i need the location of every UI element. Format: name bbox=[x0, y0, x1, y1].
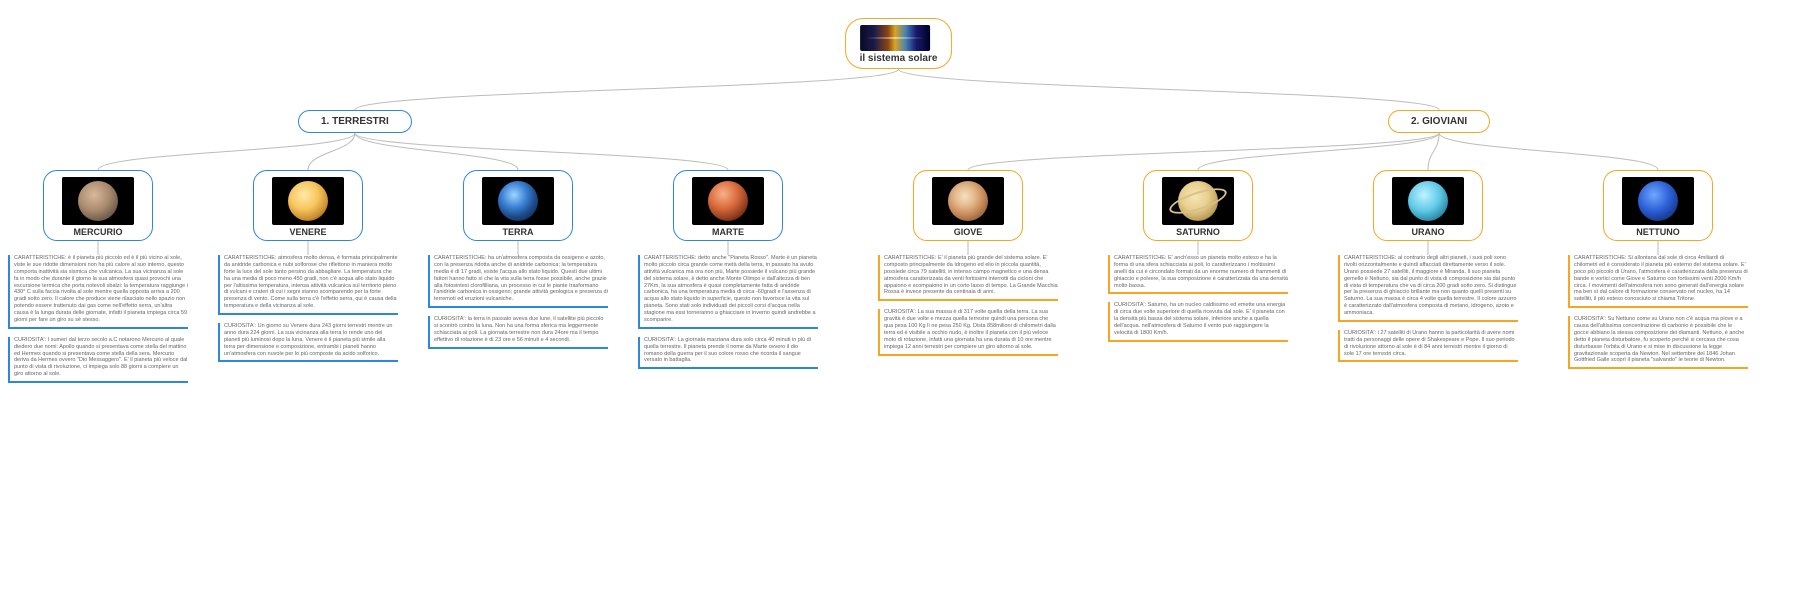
planet-nettuno-frame: NETTUNO bbox=[1603, 170, 1713, 241]
planet-giove-curiosita: CURIOSITA': La sua massa è di 317 volte … bbox=[878, 309, 1058, 355]
planet-venere-name: VENERE bbox=[272, 227, 344, 237]
planet-venere-curiosita: CURIOSITA': Un giorno su Venere dura 243… bbox=[218, 323, 398, 362]
planet-terra-image bbox=[482, 177, 554, 225]
planet-terra-texts: CARATTERISTICHE: ha un'atmosfera compost… bbox=[428, 255, 608, 349]
category-terrestri-label: 1. TERRESTRI bbox=[321, 116, 389, 127]
planet-nettuno: NETTUNO CARATTERISTICHE: Si allontana dal… bbox=[1568, 170, 1748, 377]
planet-venere-caratteristiche: CARATTERISTICHE: atmosfera molto densa, … bbox=[218, 255, 398, 315]
planet-terra: TERRA CARATTERISTICHE: ha un'atmosfera co… bbox=[428, 170, 608, 357]
root-image bbox=[860, 25, 930, 51]
planet-urano-curiosita: CURIOSITA': i 27 satelliti di Urano hann… bbox=[1338, 330, 1518, 363]
planet-urano-caratteristiche: CARATTERISTICHE: al contrario degli altr… bbox=[1338, 255, 1518, 322]
planet-nettuno-image bbox=[1622, 177, 1694, 225]
planet-saturno: SATURNO CARATTERISTICHE: E' anch'esso un … bbox=[1108, 170, 1288, 350]
planet-venere-frame: VENERE bbox=[253, 170, 363, 241]
planet-venere-texts: CARATTERISTICHE: atmosfera molto densa, … bbox=[218, 255, 398, 362]
planet-mercurio-name: MERCURIO bbox=[62, 227, 134, 237]
planet-urano-frame: URANO bbox=[1373, 170, 1483, 241]
planet-venere-image bbox=[272, 177, 344, 225]
planet-giove-caratteristiche: CARATTERISTICHE: E' il pianeta più grand… bbox=[878, 255, 1058, 301]
planet-giove-frame: GIOVE bbox=[913, 170, 1023, 241]
planet-urano: URANO CARATTERISTICHE: al contrario degli… bbox=[1338, 170, 1518, 370]
planet-marte-name: MARTE bbox=[692, 227, 764, 237]
planet-saturno-name: SATURNO bbox=[1162, 227, 1234, 237]
planet-giove-name: GIOVE bbox=[932, 227, 1004, 237]
planet-mercurio-image bbox=[62, 177, 134, 225]
planet-terra-curiosita: CURIOSITA': la terra in passato aveva du… bbox=[428, 316, 608, 349]
planet-giove-image bbox=[932, 177, 1004, 225]
planet-urano-name: URANO bbox=[1392, 227, 1464, 237]
planet-saturno-frame: SATURNO bbox=[1143, 170, 1253, 241]
planet-mercurio-caratteristiche: CARATTERISTICHE: è il pianeta più piccol… bbox=[8, 255, 188, 329]
planet-giove-texts: CARATTERISTICHE: E' il pianeta più grand… bbox=[878, 255, 1058, 356]
planet-saturno-texts: CARATTERISTICHE: E' anch'esso un pianeta… bbox=[1108, 255, 1288, 342]
planet-mercurio-frame: MERCURIO bbox=[43, 170, 153, 241]
planet-marte-image bbox=[692, 177, 764, 225]
planet-giove: GIOVE CARATTERISTICHE: E' il pianeta più … bbox=[878, 170, 1058, 364]
planet-mercurio-curiosita: CURIOSITA': I sumeri dal terzo secolo a.… bbox=[8, 337, 188, 383]
planet-saturno-curiosita: CURIOSITA': Saturno, ha un nucleo caldis… bbox=[1108, 302, 1288, 341]
planet-terra-name: TERRA bbox=[482, 227, 554, 237]
planet-nettuno-name: NETTUNO bbox=[1622, 227, 1694, 237]
planet-marte: MARTE CARATTERISTICHE: detto anche "Piane… bbox=[638, 170, 818, 377]
planet-marte-caratteristiche: CARATTERISTICHE: detto anche "Pianeta Ro… bbox=[638, 255, 818, 329]
category-gioviani: 2. GIOVIANI bbox=[1388, 110, 1490, 133]
category-terrestri: 1. TERRESTRI bbox=[298, 110, 412, 133]
planet-marte-texts: CARATTERISTICHE: detto anche "Pianeta Ro… bbox=[638, 255, 818, 369]
planet-mercurio: MERCURIO CARATTERISTICHE: è il pianeta pi… bbox=[8, 170, 188, 391]
root-label: il sistema solare bbox=[860, 53, 938, 64]
planet-saturno-caratteristiche: CARATTERISTICHE: E' anch'esso un pianeta… bbox=[1108, 255, 1288, 294]
planet-marte-frame: MARTE bbox=[673, 170, 783, 241]
planet-urano-image bbox=[1392, 177, 1464, 225]
planet-nettuno-curiosita: CURIOSITA': Su Nettuno come su Urano non… bbox=[1568, 316, 1748, 369]
planet-urano-texts: CARATTERISTICHE: al contrario degli altr… bbox=[1338, 255, 1518, 362]
root-node: il sistema solare bbox=[845, 18, 953, 69]
planet-terra-caratteristiche: CARATTERISTICHE: ha un'atmosfera compost… bbox=[428, 255, 608, 308]
planet-terra-frame: TERRA bbox=[463, 170, 573, 241]
planet-nettuno-caratteristiche: CARATTERISTICHE: Si allontana dal sole d… bbox=[1568, 255, 1748, 308]
planet-marte-curiosita: CURIOSITA': La giornata marziana dura so… bbox=[638, 337, 818, 370]
category-gioviani-label: 2. GIOVIANI bbox=[1411, 116, 1467, 127]
planet-saturno-image bbox=[1162, 177, 1234, 225]
planet-mercurio-texts: CARATTERISTICHE: è il pianeta più piccol… bbox=[8, 255, 188, 383]
planet-nettuno-texts: CARATTERISTICHE: Si allontana dal sole d… bbox=[1568, 255, 1748, 369]
planet-venere: VENERE CARATTERISTICHE: atmosfera molto d… bbox=[218, 170, 398, 370]
